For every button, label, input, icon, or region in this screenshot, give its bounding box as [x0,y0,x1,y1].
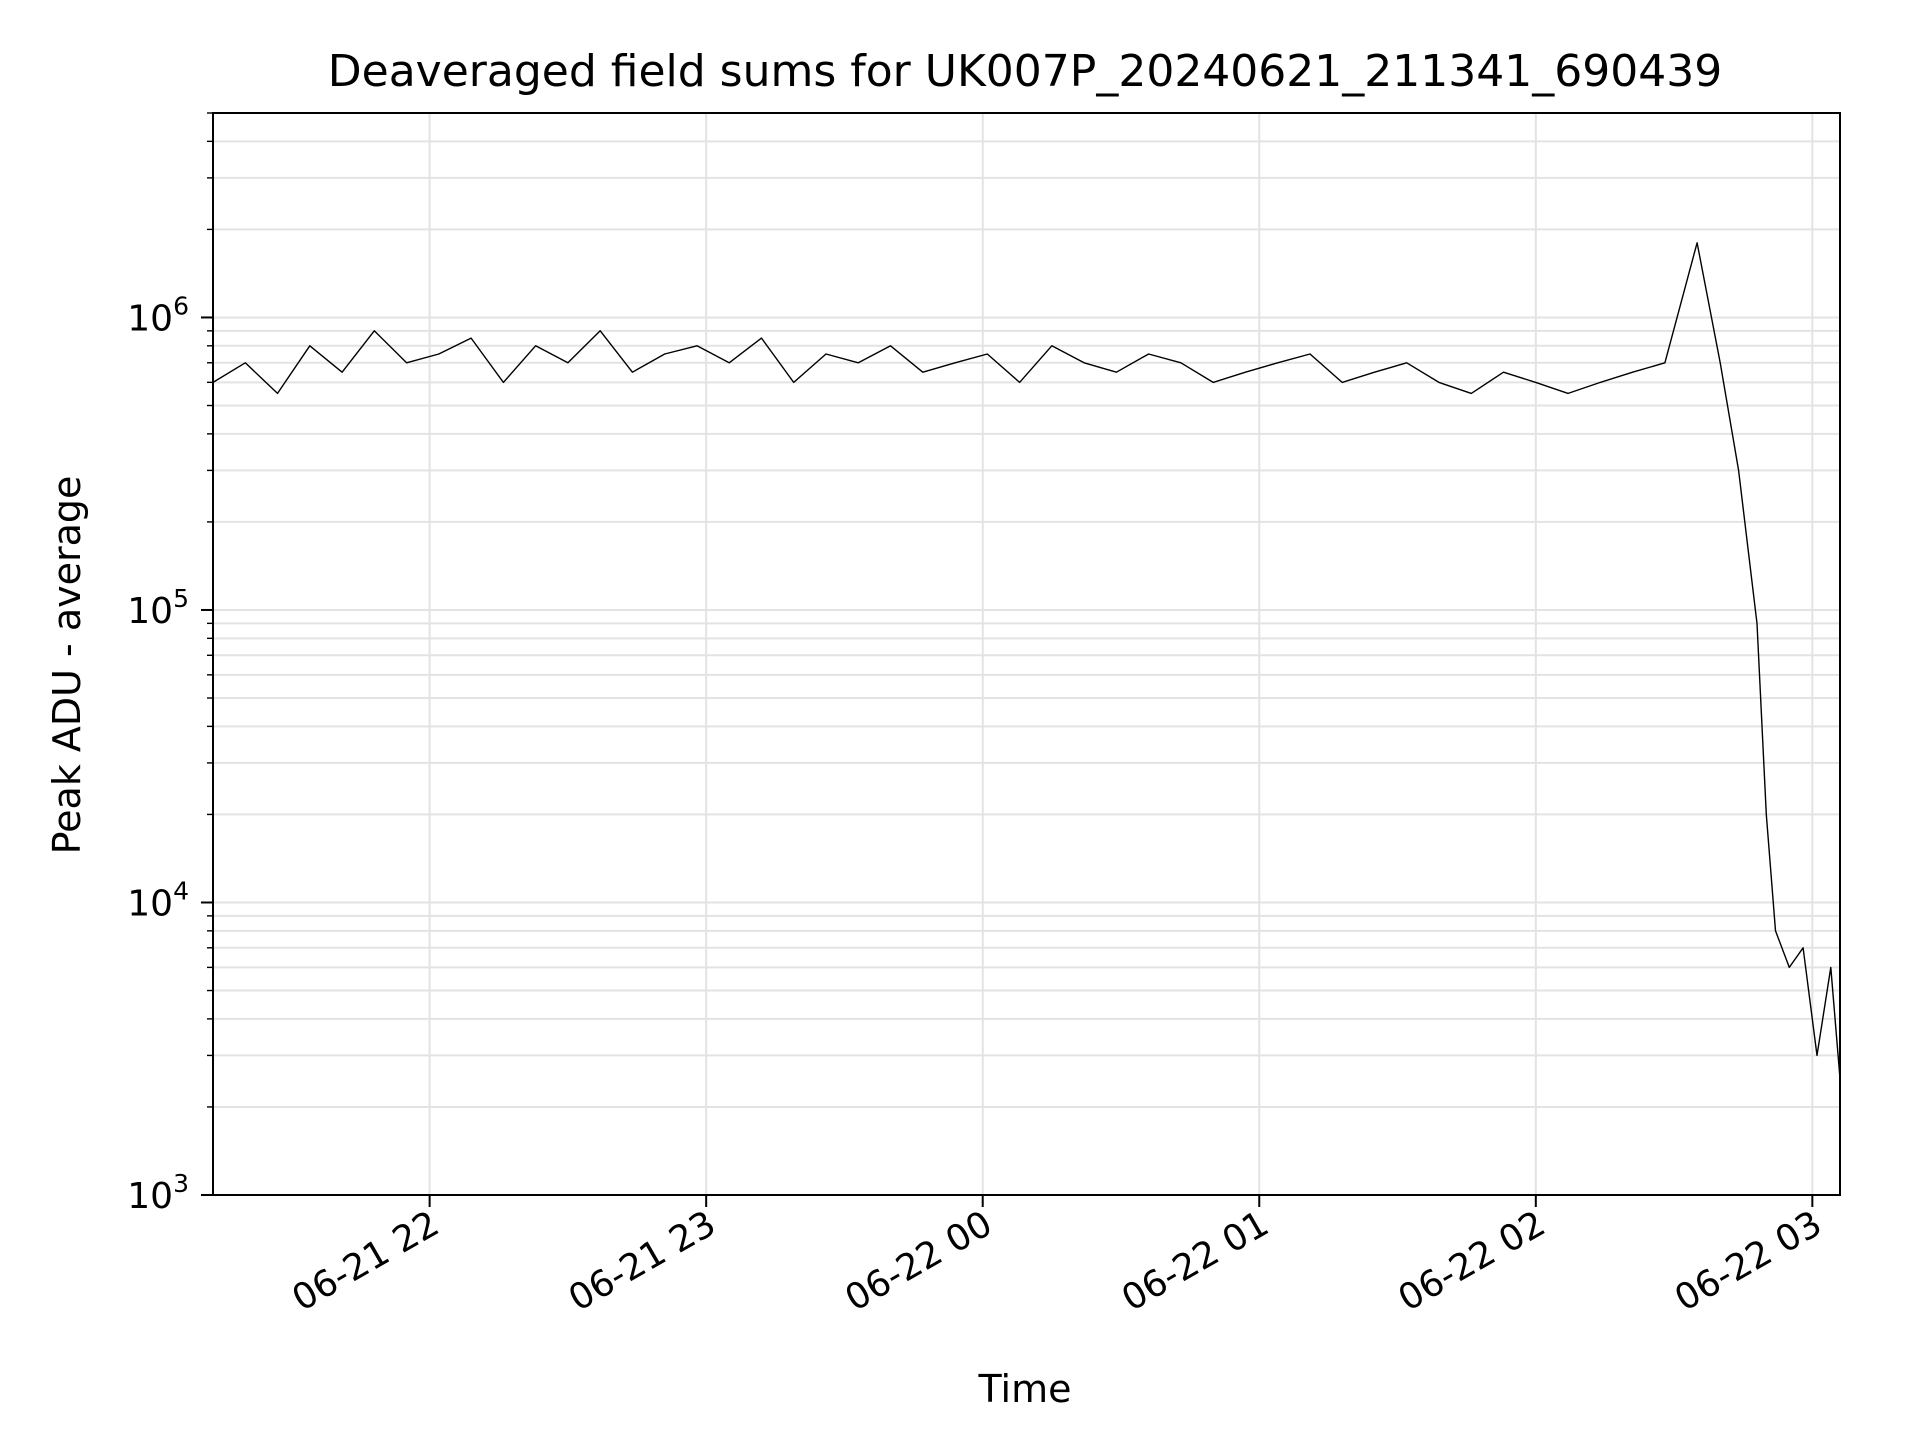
grid-lines [213,112,1840,1196]
series-line [212,242,1841,1079]
chart-title: Deaveraged field sums for UK007P_2024062… [328,46,1722,97]
x-axis-label: Time [978,1367,1072,1411]
data-series [212,242,1841,1079]
y-tick-label: 104 [127,876,189,924]
y-axis-ticks: 103 104 105 106 [127,112,213,1217]
y-tick-label: 105 [127,584,189,632]
y-axis-label: Peak ADU - average [45,476,89,855]
y-tick-label: 103 [127,1169,189,1217]
plot-frame [212,112,1841,1196]
y-tick-label: 106 [127,291,189,339]
